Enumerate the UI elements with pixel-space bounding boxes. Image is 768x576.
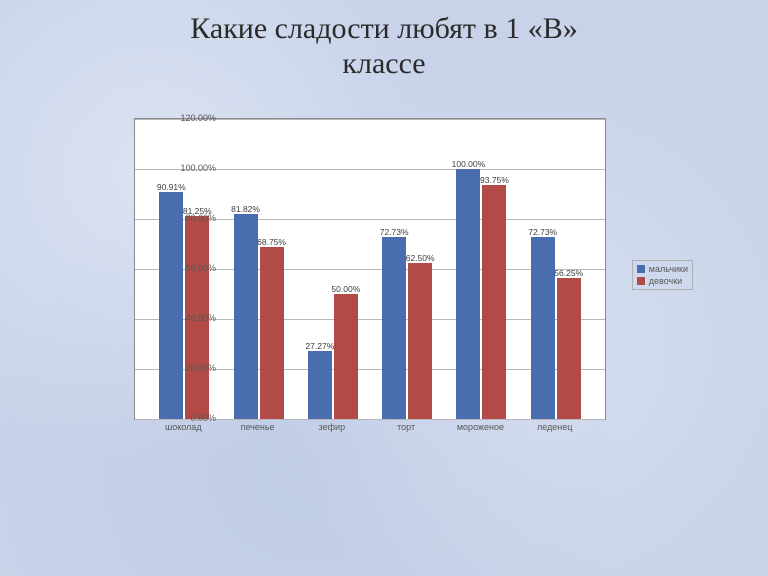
legend-item-boys: мальчики (637, 263, 688, 275)
y-axis-label: 60.00% (164, 263, 216, 273)
x-axis-label: печенье (241, 422, 275, 432)
x-axis-label: леденец (537, 422, 572, 432)
y-axis-label: 120.00% (164, 113, 216, 123)
bar-value-label: 50.00% (316, 284, 376, 294)
bar-девочки (260, 247, 284, 419)
legend-swatch-boys (637, 265, 645, 273)
chart-area: 90.91%81.25%81.82%68.75%27.27%50.00%72.7… (78, 110, 693, 458)
x-axis-label: мороженое (457, 422, 504, 432)
bar-девочки (482, 185, 506, 419)
bar-value-label: 100.00% (438, 159, 498, 169)
bar-девочки (557, 278, 581, 419)
bar-value-label: 62.50% (390, 253, 450, 263)
y-axis-label: 100.00% (164, 163, 216, 173)
bar-value-label: 93.75% (464, 175, 524, 185)
slide-page: Какие сладости любят в 1 «В» классе 90.9… (0, 0, 768, 576)
bar-value-label: 68.75% (242, 237, 302, 247)
bar-value-label: 81.82% (216, 204, 276, 214)
legend-item-girls: девочки (637, 275, 688, 287)
bar-value-label: 90.91% (141, 182, 201, 192)
y-axis-label: 40.00% (164, 313, 216, 323)
y-axis-label: 0.00% (164, 413, 216, 423)
legend: мальчики девочки (632, 260, 693, 290)
bar-девочки (334, 294, 358, 419)
y-axis-label: 80.00% (164, 213, 216, 223)
bar-мальчики (382, 237, 406, 419)
y-axis-label: 20.00% (164, 363, 216, 373)
bar-value-label: 72.73% (513, 227, 573, 237)
x-axis-label: зефир (319, 422, 345, 432)
bar-мальчики (456, 169, 480, 419)
bar-девочки (408, 263, 432, 419)
bar-мальчики (531, 237, 555, 419)
bar-value-label: 72.73% (364, 227, 424, 237)
x-axis-label: торт (397, 422, 415, 432)
legend-label-girls: девочки (649, 275, 682, 287)
slide-title: Какие сладости любят в 1 «В» классе (0, 12, 768, 81)
bar-мальчики (308, 351, 332, 419)
bar-мальчики (159, 192, 183, 419)
bar-value-label: 56.25% (539, 268, 599, 278)
legend-label-boys: мальчики (649, 263, 688, 275)
legend-swatch-girls (637, 277, 645, 285)
x-axis-label: шоколад (165, 422, 202, 432)
